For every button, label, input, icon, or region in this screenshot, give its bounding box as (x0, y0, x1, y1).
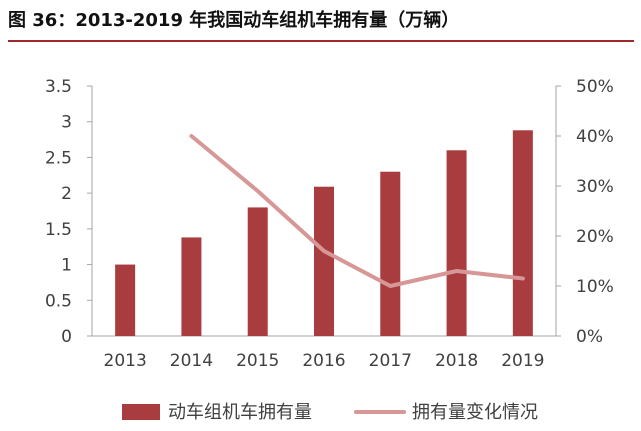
x-axis-tick-label: 2016 (302, 351, 345, 371)
x-axis-tick-label: 2015 (236, 351, 279, 371)
title-divider (8, 40, 634, 42)
right-axis-tick-label: 10% (576, 277, 614, 297)
left-axis-tick-label: 1 (61, 256, 72, 276)
bar (380, 171, 401, 336)
right-axis-tick-label: 50% (576, 77, 614, 97)
x-axis-tick-label: 2018 (435, 351, 478, 371)
left-axis-tick-label: 1.5 (45, 220, 72, 240)
right-axis-tick-label: 30% (576, 177, 614, 197)
left-axis-tick-label: 2 (61, 184, 72, 204)
left-axis-tick-label: 0 (61, 327, 72, 347)
line-series (189, 134, 525, 288)
left-axis-tick-label: 2.5 (45, 148, 72, 168)
legend-bar-swatch (122, 404, 160, 420)
x-axis-tick-label: 2014 (170, 351, 213, 371)
bar (446, 150, 467, 336)
chart-title: 图 36：2013-2019 年我国动车组机车拥有量（万辆） (8, 10, 460, 31)
right-axis-tick-label: 0% (576, 327, 603, 347)
legend-bar-label: 动车组机车拥有量 (168, 402, 312, 423)
left-axis-tick-label: 0.5 (45, 291, 72, 311)
bar (115, 264, 136, 336)
bar (247, 207, 268, 336)
legend-line-label: 拥有量变化情况 (412, 402, 538, 423)
left-axis-tick-label: 3.5 (45, 77, 72, 97)
bar (181, 237, 202, 336)
right-axis-tick-label: 40% (576, 127, 614, 147)
x-axis-tick-label: 2013 (104, 351, 147, 371)
right-axis-tick-label: 20% (576, 227, 614, 247)
bar (512, 130, 533, 336)
bar (314, 186, 334, 336)
x-axis-tick-label: 2019 (501, 351, 544, 371)
left-axis-tick-label: 3 (61, 113, 72, 133)
x-axis-tick-label: 2017 (369, 351, 412, 371)
